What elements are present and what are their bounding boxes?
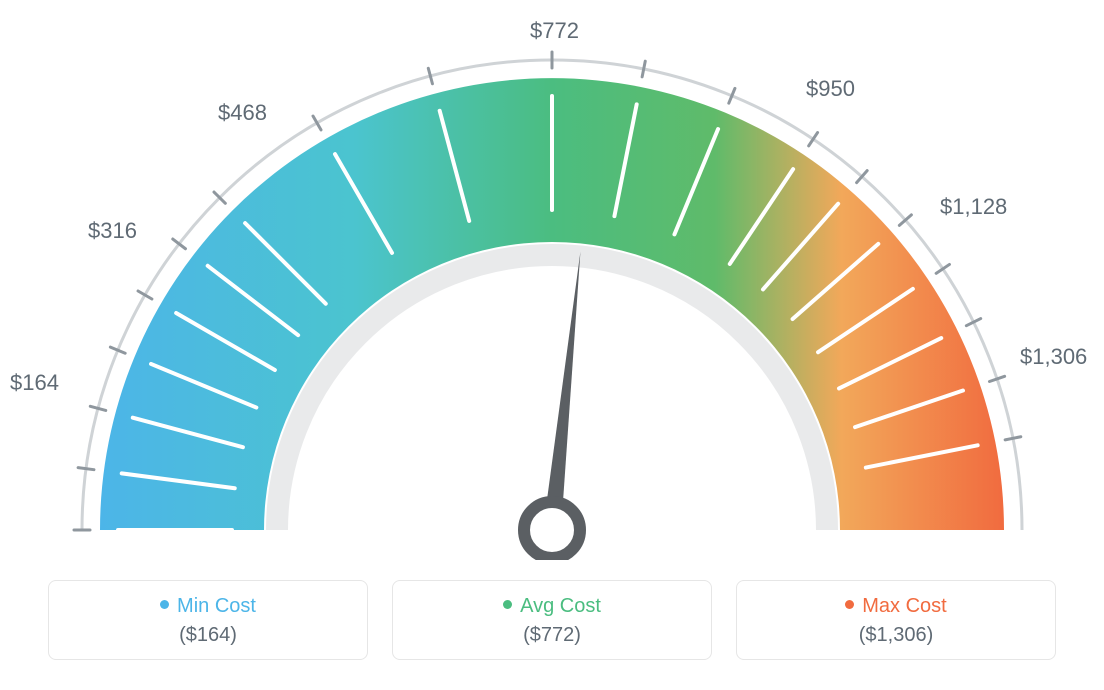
legend-card-min: Min Cost ($164) [48,580,368,660]
gauge-scale-tick [809,133,818,146]
gauge-tick-label: $316 [88,218,137,244]
gauge-scale-tick [1005,437,1021,440]
gauge-chart: $164 $316 $468 $772 $950 $1,128 $1,306 [0,0,1104,560]
gauge-scale-tick [90,406,105,410]
gauge-scale-tick [78,468,94,470]
gauge-needle [543,251,580,530]
legend-title-min: Min Cost [49,595,367,618]
legend-label-min: Min Cost [177,595,256,617]
legend-value-max: ($1,306) [737,624,1055,647]
legend-title-avg: Avg Cost [393,595,711,618]
legend-card-avg: Avg Cost ($772) [392,580,712,660]
legend-label-max: Max Cost [862,595,946,617]
gauge-tick-label: $468 [218,100,267,126]
gauge-tick-label: $1,306 [1020,344,1087,370]
legend-card-max: Max Cost ($1,306) [736,580,1056,660]
dot-icon [845,600,854,609]
legend-row: Min Cost ($164) Avg Cost ($772) Max Cost… [0,580,1104,660]
gauge-tick-label: $772 [530,18,579,44]
dot-icon [160,600,169,609]
legend-value-min: ($164) [49,624,367,647]
legend-value-avg: ($772) [393,624,711,647]
gauge-needle-hub [524,502,580,558]
gauge-scale-tick [642,61,645,77]
gauge-tick-label: $950 [806,76,855,102]
gauge-scale-tick [428,68,432,83]
gauge-svg [0,0,1104,560]
gauge-tick-label: $1,128 [940,194,1007,220]
gauge-scale-tick [936,264,949,273]
gauge-tick-label: $164 [10,370,59,396]
legend-label-avg: Avg Cost [520,595,601,617]
dot-icon [503,600,512,609]
legend-title-max: Max Cost [737,595,1055,618]
